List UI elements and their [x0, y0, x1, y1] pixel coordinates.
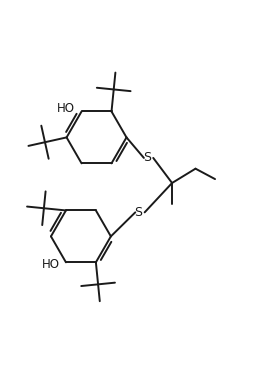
Text: S: S [143, 152, 151, 164]
Text: HO: HO [41, 258, 59, 271]
Text: S: S [134, 206, 142, 219]
Text: HO: HO [57, 102, 75, 115]
